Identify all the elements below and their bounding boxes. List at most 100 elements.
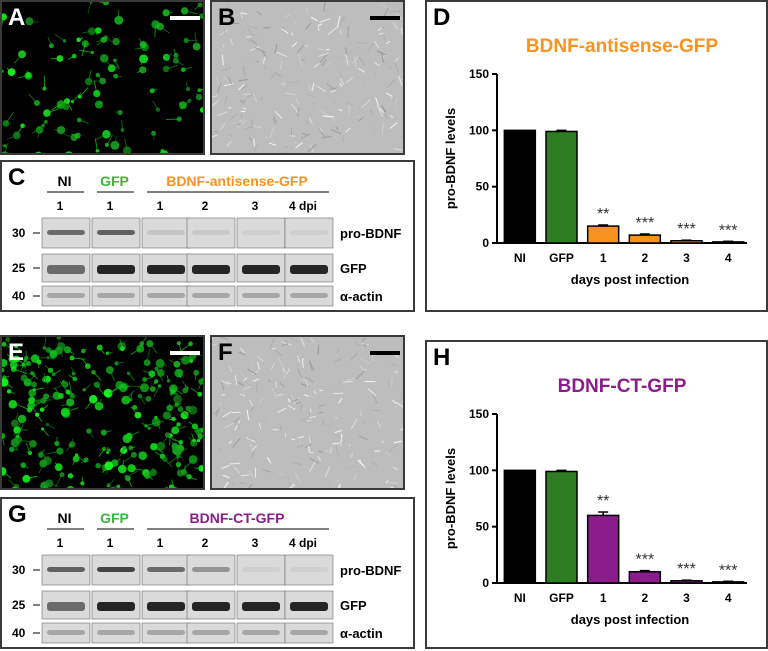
- bf-texture-stroke: [240, 99, 244, 104]
- bf-texture-stroke: [224, 3, 229, 10]
- bf-texture-stroke: [298, 54, 303, 67]
- bf-texture-stroke: [404, 472, 405, 476]
- bf-texture-stroke: [260, 61, 267, 70]
- bf-texture-stroke: [247, 28, 254, 37]
- bf-texture-stroke: [279, 382, 286, 388]
- cell-process: [3, 381, 13, 389]
- significance-marker: ***: [677, 221, 696, 238]
- blot-strip: [41, 622, 91, 644]
- bf-texture-stroke: [240, 13, 243, 19]
- bf-texture-stroke: [361, 338, 367, 341]
- bf-texture-stroke: [336, 347, 340, 354]
- x-tick-label: NI: [514, 251, 526, 265]
- cell-body: [95, 462, 101, 469]
- bf-texture-stroke: [247, 25, 258, 30]
- blot-group-label: GFP: [100, 510, 129, 526]
- cell-process: [54, 388, 62, 397]
- cell-process: [145, 421, 159, 427]
- blot-strip: [186, 217, 236, 249]
- cell-process: [128, 431, 140, 437]
- blot-band: [97, 567, 135, 572]
- cell-body: [173, 394, 183, 404]
- panel-a-cells: [2, 2, 203, 153]
- cell-process: [183, 66, 192, 71]
- cell-process: [153, 446, 164, 454]
- bar: [586, 225, 620, 244]
- blot-mw-marker: 25: [12, 261, 26, 275]
- bf-texture-stroke: [323, 2, 326, 12]
- bf-texture-stroke: [309, 451, 314, 454]
- bf-texture-stroke: [335, 126, 339, 131]
- cell-body: [12, 131, 21, 140]
- blot-lane-label: 1: [157, 536, 164, 550]
- cell-process: [107, 352, 113, 354]
- blot-mw-marker: 25: [12, 598, 26, 612]
- bf-texture-stroke: [296, 44, 305, 54]
- bf-texture-stroke: [221, 381, 225, 391]
- panel-b-scalebar: [370, 16, 400, 20]
- x-tick-label: 4: [725, 251, 732, 265]
- bf-texture-stroke: [287, 398, 291, 403]
- cell-body: [50, 353, 56, 360]
- cell-process: [178, 358, 186, 361]
- bf-texture-stroke: [249, 444, 253, 448]
- cell-process: [105, 36, 113, 43]
- bf-texture-stroke: [384, 451, 391, 457]
- cell-body: [10, 366, 17, 373]
- bf-texture-stroke: [390, 115, 394, 118]
- cell-process: [111, 66, 119, 69]
- blot-band: [242, 567, 280, 572]
- cell-process: [166, 375, 169, 381]
- cell-process: [152, 381, 157, 385]
- cell-process: [83, 384, 91, 391]
- cell-body: [128, 445, 134, 451]
- cell-process: [5, 111, 14, 124]
- cell-process: [127, 478, 133, 488]
- cell-process: [79, 49, 93, 54]
- cell-body: [36, 359, 42, 365]
- cell-body: [32, 373, 36, 377]
- bf-texture-stroke: [252, 378, 259, 382]
- cell-process: [28, 93, 38, 104]
- bf-texture-stroke: [394, 56, 400, 62]
- cell-process: [88, 69, 92, 82]
- bf-texture-stroke: [355, 370, 365, 380]
- bf-texture-stroke: [319, 127, 323, 133]
- bf-texture-stroke: [281, 28, 289, 34]
- bf-texture-stroke: [219, 337, 229, 340]
- cell-process: [109, 384, 120, 395]
- cell-process: [192, 354, 202, 358]
- bf-texture-stroke: [290, 103, 299, 113]
- cell-process: [66, 100, 73, 111]
- cell-process: [134, 407, 139, 411]
- bf-texture-stroke: [330, 129, 342, 135]
- bf-texture-stroke: [262, 51, 268, 59]
- cell-process: [98, 101, 103, 105]
- bf-texture-stroke: [340, 438, 350, 445]
- bf-texture-stroke: [309, 361, 315, 372]
- cell-process: [3, 343, 10, 348]
- bf-texture-stroke: [380, 105, 387, 113]
- panel-c-western-blot: NI GFP BDNF-antisense-GFP 1 1 1 2 3 4 dpi 30 25 40 p…: [0, 160, 415, 312]
- blot-strip: [186, 285, 236, 307]
- panel-f-brightfield: F: [210, 335, 405, 490]
- cell-process: [199, 88, 203, 91]
- cell-process: [30, 405, 37, 413]
- bf-texture-stroke: [219, 415, 227, 420]
- cell-process: [179, 343, 191, 352]
- cell-body: [116, 484, 121, 488]
- blot-strip: [91, 622, 141, 644]
- bf-texture-stroke: [308, 435, 311, 444]
- blot-mw-marker: 40: [12, 626, 26, 640]
- blot-mw-marker: 30: [12, 563, 26, 577]
- blot-g: NI GFP BDNF-CT-GFP 1 1 1 2 3 4 dpi 30 25 40 pro-BDNF…: [12, 510, 401, 644]
- panel-a-fluorescence: A: [0, 0, 205, 155]
- bf-texture-stroke: [339, 78, 345, 86]
- cell-process: [69, 394, 77, 403]
- cell-process: [204, 376, 205, 379]
- bf-texture-stroke: [358, 471, 363, 473]
- cell-body: [46, 356, 50, 360]
- bf-texture-stroke: [279, 60, 283, 70]
- x-tick-label: NI: [514, 591, 526, 605]
